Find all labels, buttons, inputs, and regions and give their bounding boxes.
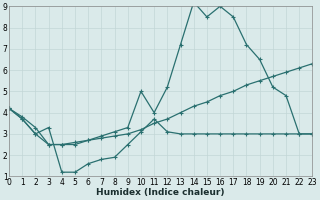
X-axis label: Humidex (Indice chaleur): Humidex (Indice chaleur) [96, 188, 225, 197]
